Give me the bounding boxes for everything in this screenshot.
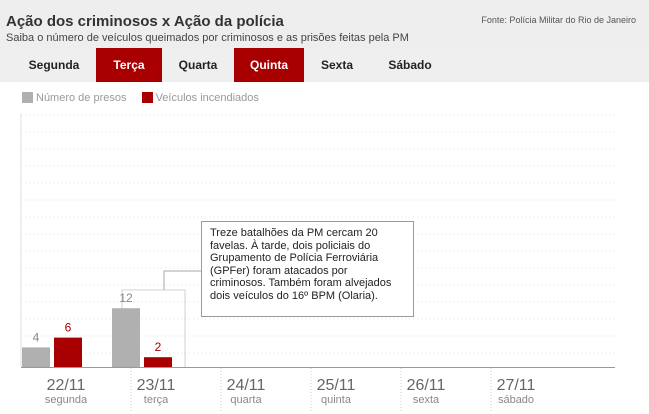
legend-label-veiculos: Veículos incendiados bbox=[155, 92, 259, 104]
x-tick-label: 22/11 bbox=[47, 377, 86, 394]
tab-quinta[interactable]: Quinta bbox=[234, 48, 304, 82]
tab-quarta[interactable]: Quarta bbox=[178, 58, 218, 72]
bar-presos bbox=[112, 308, 140, 367]
popup-connector bbox=[163, 270, 211, 290]
x-tick-dayname: terça bbox=[144, 394, 169, 406]
popup-text: Treze batalhões da PM cercam 20 favelas.… bbox=[210, 227, 392, 302]
x-tick-label: 25/11 bbox=[317, 377, 356, 394]
chart-title: Ação dos criminosos x Ação da polícia bbox=[6, 13, 284, 30]
tab-segunda[interactable]: Segunda bbox=[28, 58, 80, 72]
bar-veiculos bbox=[144, 357, 172, 367]
data-label: 4 bbox=[33, 330, 40, 344]
data-label: 12 bbox=[119, 291, 133, 305]
legend-swatch-presos bbox=[22, 92, 33, 103]
legend-swatch-veiculos bbox=[141, 92, 153, 103]
legend-item-presos: Número de presos bbox=[22, 92, 127, 104]
event-popup: Treze batalhões da PM cercam 20 favelas.… bbox=[201, 221, 414, 317]
x-tick-dayname: segunda bbox=[45, 394, 88, 406]
bar-presos bbox=[22, 347, 50, 367]
x-tick-label: 27/11 bbox=[497, 377, 536, 394]
x-tick-label: 23/11 bbox=[137, 377, 176, 394]
day-tabs: Segunda Terça Quarta Quinta Sexta Sábado bbox=[0, 48, 649, 82]
x-tick-dayname: sexta bbox=[413, 394, 440, 406]
bar-veiculos bbox=[54, 337, 82, 367]
x-tick-label: 24/11 bbox=[227, 377, 266, 394]
tab-sexta[interactable]: Sexta bbox=[320, 58, 354, 72]
tab-sabado[interactable]: Sábado bbox=[388, 58, 432, 72]
legend-label-presos: Número de presos bbox=[36, 92, 127, 104]
tab-terca[interactable]: Terça bbox=[96, 48, 162, 82]
legend: Número de presos Veículos incendiados bbox=[22, 92, 271, 104]
x-tick-label: 26/11 bbox=[407, 377, 446, 394]
chart-header: Ação dos criminosos x Ação da polícia Sa… bbox=[0, 0, 649, 48]
source-note: Fonte: Polícia Militar do Rio de Janeiro bbox=[481, 15, 636, 25]
x-tick-dayname: sábado bbox=[498, 394, 534, 406]
x-tick-dayname: quarta bbox=[230, 394, 262, 406]
legend-item-veiculos: Veículos incendiados bbox=[141, 92, 259, 104]
data-label: 6 bbox=[65, 321, 72, 335]
data-label: 2 bbox=[155, 340, 162, 354]
x-tick-dayname: quinta bbox=[321, 394, 352, 406]
chart-subtitle: Saiba o número de veículos queimados por… bbox=[6, 32, 409, 44]
